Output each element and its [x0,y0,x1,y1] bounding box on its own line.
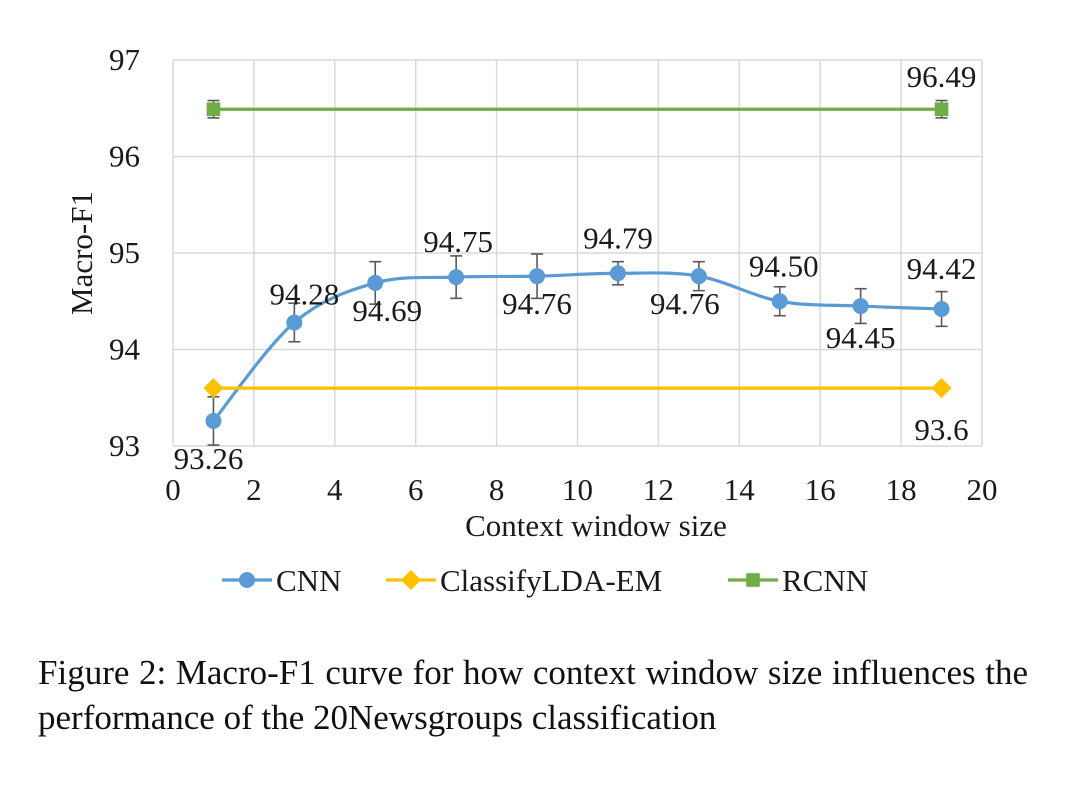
y-tick-label: 94 [109,332,141,367]
data-label: 94.45 [826,320,896,355]
data-point [609,265,626,282]
data-label: 96.49 [907,59,977,94]
grid [172,59,983,447]
legend-marker [239,572,255,588]
x-tick-label: 6 [408,472,424,507]
data-point [690,268,707,285]
data-label: 93.6 [914,412,968,447]
series-line [212,271,942,422]
data-label: 94.75 [423,224,493,259]
data-point [852,298,869,315]
x-tick-label: 10 [562,472,593,507]
data-point [367,274,384,291]
data-point [286,314,303,331]
legend-item: CNN [222,563,341,598]
data-point [205,412,222,429]
x-tick-label: 18 [886,472,917,507]
x-tick-label: 0 [165,472,181,507]
legend: CNN ClassifyLDA-EM RCNN [222,563,868,598]
x-tick-label: 20 [967,472,998,507]
x-tick-label: 12 [643,472,674,507]
y-tick-labels: 93 94 95 96 97 [109,42,141,463]
x-tick-label: 4 [327,472,343,507]
data-label: 94.69 [352,293,422,328]
data-label: 94.76 [650,286,720,321]
legend-item: RCNN [728,563,868,598]
data-point [203,378,224,399]
x-tick-label: 16 [805,472,836,507]
series-cnn [205,253,950,446]
data-point [529,268,546,285]
x-tick-label: 14 [724,472,756,507]
legend-marker [746,573,760,587]
x-tick-labels: 0 2 4 6 8 10 12 14 16 18 20 [165,472,997,507]
x-axis-label: Context window size [465,508,727,543]
data-label: 94.42 [907,251,977,286]
data-label: 94.50 [749,248,819,283]
data-label: 94.28 [269,276,339,311]
x-tick-label: 2 [246,472,262,507]
figure-caption: Figure 2: Macro-F1 curve for how context… [38,653,1028,737]
data-label: 94.79 [583,220,653,255]
y-axis-label: Macro-F1 [64,191,99,315]
data-point [448,269,465,286]
y-tick-label: 97 [109,42,140,77]
y-tick-label: 95 [109,235,140,270]
legend-item: ClassifyLDA-EM [386,563,662,598]
series-rcnn [206,99,949,119]
data-point [771,293,788,310]
legend-label: RCNN [782,563,868,598]
series-classifylda-em [203,378,952,399]
legend-label: ClassifyLDA-EM [440,563,662,598]
y-tick-label: 93 [109,428,140,463]
data-label: 94.76 [502,286,572,321]
legend-label: CNN [276,563,341,598]
data-point [933,300,950,317]
legend-marker [401,570,421,590]
data-point [206,102,221,117]
y-tick-label: 96 [109,139,140,174]
data-point [931,378,952,399]
data-point [934,102,949,117]
data-label: 93.26 [174,441,244,476]
x-tick-label: 8 [489,472,505,507]
series-group [203,99,952,446]
